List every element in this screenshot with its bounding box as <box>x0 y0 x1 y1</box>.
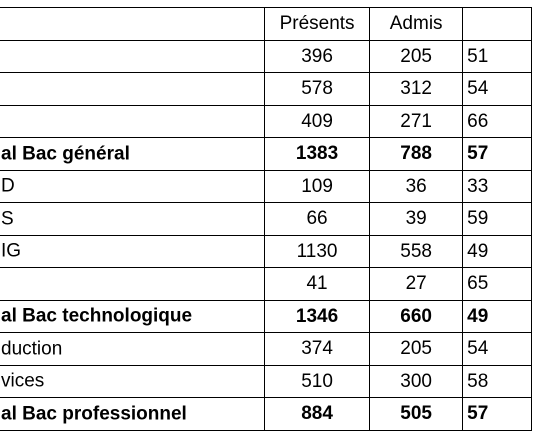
table-row: 41 27 65 <box>0 267 532 301</box>
pct-cell: 49 <box>462 299 532 333</box>
pct-cell: 57 <box>462 397 532 431</box>
pct-cell: 58 <box>462 364 532 398</box>
results-table: Présents Admis 396 205 51 578 312 54 409 271 66 a… <box>0 7 532 431</box>
pct-cell: 51 <box>462 39 532 73</box>
presents-cell: 578 <box>263 72 371 106</box>
row-label-cell <box>0 267 265 301</box>
header-admis: Admis <box>369 7 464 41</box>
table-row: D 109 36 33 <box>0 169 532 203</box>
header-pct <box>462 7 532 41</box>
presents-cell: 374 <box>263 332 371 366</box>
table-row: 578 312 54 <box>0 72 532 106</box>
row-label: IG <box>1 240 22 262</box>
row-label: S <box>1 208 14 230</box>
row-label: D <box>1 175 15 197</box>
row-label-cell: IG <box>0 234 265 268</box>
pct-cell: 65 <box>462 267 532 301</box>
row-label-cell <box>0 104 265 138</box>
row-label-cell: S <box>0 202 265 236</box>
admis-cell: 39 <box>369 202 464 236</box>
admis-cell: 300 <box>369 364 464 398</box>
presents-cell: 396 <box>263 39 371 73</box>
admis-cell: 558 <box>369 234 464 268</box>
presents-cell: 41 <box>263 267 371 301</box>
admis-cell: 312 <box>369 72 464 106</box>
row-label-cell: al Bac général <box>0 137 265 171</box>
row-label-cell <box>0 72 265 106</box>
results-table-body: Présents Admis 396 205 51 578 312 54 409 271 66 a… <box>0 7 532 431</box>
presents-cell: 1383 <box>263 137 371 171</box>
row-label-cell: vices <box>0 364 265 398</box>
presents-cell: 109 <box>263 169 371 203</box>
table-row: 396 205 51 <box>0 39 532 73</box>
presents-cell: 884 <box>263 397 371 431</box>
presents-cell: 510 <box>263 364 371 398</box>
pct-cell: 33 <box>462 169 532 203</box>
table-row: 409 271 66 <box>0 104 532 138</box>
admis-cell: 505 <box>369 397 464 431</box>
row-label-cell <box>0 39 265 73</box>
admis-cell: 788 <box>369 137 464 171</box>
pct-cell: 49 <box>462 234 532 268</box>
table-row: al Bac général 1383 788 57 <box>0 137 532 171</box>
table-row: vices 510 300 58 <box>0 364 532 398</box>
row-label: vices <box>1 370 45 392</box>
presents-cell: 66 <box>263 202 371 236</box>
presents-cell: 1130 <box>263 234 371 268</box>
admis-cell: 205 <box>369 332 464 366</box>
table-row: duction 374 205 54 <box>0 332 532 366</box>
admis-cell: 27 <box>369 267 464 301</box>
header-row: Présents Admis <box>0 7 532 41</box>
admis-cell: 205 <box>369 39 464 73</box>
row-label: al Bac professionnel <box>1 403 187 425</box>
row-label: duction <box>1 338 63 360</box>
table-row: IG 1130 558 49 <box>0 234 532 268</box>
header-presents: Présents <box>263 7 371 41</box>
presents-cell: 1346 <box>263 299 371 333</box>
admis-cell: 660 <box>369 299 464 333</box>
row-label-cell: al Bac technologique <box>0 299 265 333</box>
row-label-cell: duction <box>0 332 265 366</box>
row-label: al Bac technologique <box>1 305 193 327</box>
pct-cell: 66 <box>462 104 532 138</box>
pct-cell: 57 <box>462 137 532 171</box>
header-label-cell <box>0 7 265 41</box>
pct-cell: 59 <box>462 202 532 236</box>
presents-cell: 409 <box>263 104 371 138</box>
pct-cell: 54 <box>462 332 532 366</box>
row-label-cell: al Bac professionnel <box>0 397 265 431</box>
pct-cell: 54 <box>462 72 532 106</box>
table-row: S 66 39 59 <box>0 202 532 236</box>
admis-cell: 36 <box>369 169 464 203</box>
row-label-cell: D <box>0 169 265 203</box>
table-row: al Bac technologique 1346 660 49 <box>0 299 532 333</box>
row-label: al Bac général <box>1 143 130 165</box>
table-row: al Bac professionnel 884 505 57 <box>0 397 532 431</box>
admis-cell: 271 <box>369 104 464 138</box>
